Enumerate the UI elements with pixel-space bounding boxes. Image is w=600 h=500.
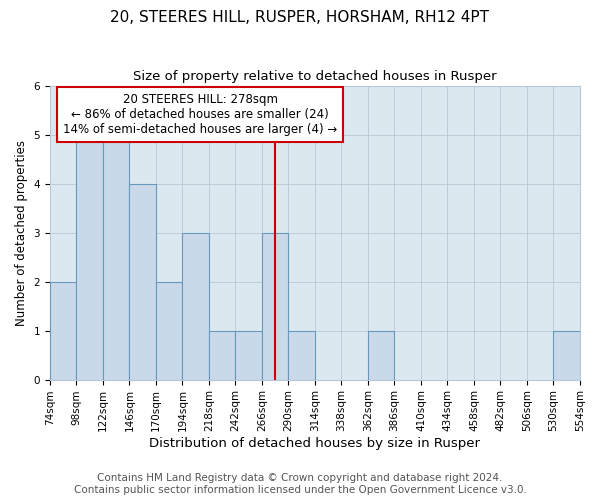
Bar: [156, 282, 182, 380]
Bar: [209, 330, 235, 380]
Text: 20, STEERES HILL, RUSPER, HORSHAM, RH12 4PT: 20, STEERES HILL, RUSPER, HORSHAM, RH12 …: [110, 10, 490, 25]
Bar: [553, 330, 580, 380]
Text: 20 STEERES HILL: 278sqm
← 86% of detached houses are smaller (24)
14% of semi-de: 20 STEERES HILL: 278sqm ← 86% of detache…: [63, 93, 337, 136]
Bar: [50, 282, 76, 380]
Bar: [289, 330, 315, 380]
Bar: [262, 232, 289, 380]
Text: Contains HM Land Registry data © Crown copyright and database right 2024.
Contai: Contains HM Land Registry data © Crown c…: [74, 474, 526, 495]
Bar: [235, 330, 262, 380]
Bar: [76, 134, 103, 380]
Title: Size of property relative to detached houses in Rusper: Size of property relative to detached ho…: [133, 70, 497, 83]
Y-axis label: Number of detached properties: Number of detached properties: [15, 140, 28, 326]
Bar: [368, 330, 394, 380]
Bar: [103, 134, 130, 380]
Bar: [182, 232, 209, 380]
Bar: [130, 184, 156, 380]
X-axis label: Distribution of detached houses by size in Rusper: Distribution of detached houses by size …: [149, 437, 481, 450]
